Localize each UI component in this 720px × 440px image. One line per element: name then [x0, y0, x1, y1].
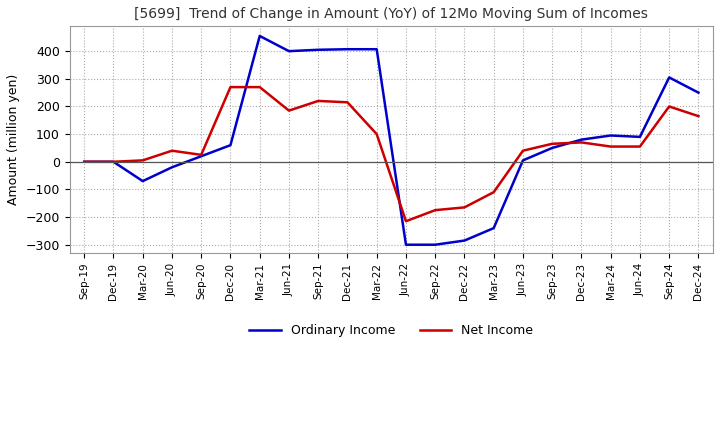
- Net Income: [431, 208, 439, 213]
- Ordinary Income: [431, 242, 439, 247]
- Net Income: [402, 219, 410, 224]
- Ordinary Income: [80, 159, 89, 165]
- Ordinary Income: [548, 145, 557, 150]
- Net Income: [665, 104, 673, 109]
- Ordinary Income: [606, 133, 615, 138]
- Net Income: [168, 148, 176, 154]
- Ordinary Income: [577, 137, 586, 142]
- Ordinary Income: [314, 47, 323, 52]
- Net Income: [314, 98, 323, 103]
- Net Income: [490, 190, 498, 195]
- Net Income: [138, 158, 147, 163]
- Net Income: [694, 114, 703, 119]
- Net Income: [197, 152, 205, 158]
- Net Income: [109, 159, 118, 165]
- Ordinary Income: [168, 165, 176, 170]
- Net Income: [284, 108, 293, 113]
- Ordinary Income: [694, 90, 703, 95]
- Ordinary Income: [665, 75, 673, 80]
- Ordinary Income: [460, 238, 469, 243]
- Line: Ordinary Income: Ordinary Income: [84, 36, 698, 245]
- Ordinary Income: [636, 134, 644, 139]
- Y-axis label: Amount (million yen): Amount (million yen): [7, 74, 20, 205]
- Ordinary Income: [256, 33, 264, 39]
- Ordinary Income: [109, 159, 118, 165]
- Net Income: [548, 141, 557, 147]
- Net Income: [606, 144, 615, 149]
- Legend: Ordinary Income, Net Income: Ordinary Income, Net Income: [244, 319, 539, 342]
- Net Income: [636, 144, 644, 149]
- Net Income: [80, 159, 89, 165]
- Net Income: [518, 148, 527, 154]
- Ordinary Income: [518, 158, 527, 163]
- Net Income: [460, 205, 469, 210]
- Net Income: [577, 140, 586, 145]
- Net Income: [343, 100, 352, 105]
- Ordinary Income: [372, 47, 381, 52]
- Ordinary Income: [197, 154, 205, 159]
- Net Income: [256, 84, 264, 90]
- Ordinary Income: [226, 143, 235, 148]
- Ordinary Income: [343, 47, 352, 52]
- Ordinary Income: [402, 242, 410, 247]
- Ordinary Income: [284, 48, 293, 54]
- Net Income: [226, 84, 235, 90]
- Ordinary Income: [490, 225, 498, 231]
- Net Income: [372, 132, 381, 137]
- Line: Net Income: Net Income: [84, 87, 698, 221]
- Ordinary Income: [138, 179, 147, 184]
- Title: [5699]  Trend of Change in Amount (YoY) of 12Mo Moving Sum of Incomes: [5699] Trend of Change in Amount (YoY) o…: [135, 7, 648, 21]
